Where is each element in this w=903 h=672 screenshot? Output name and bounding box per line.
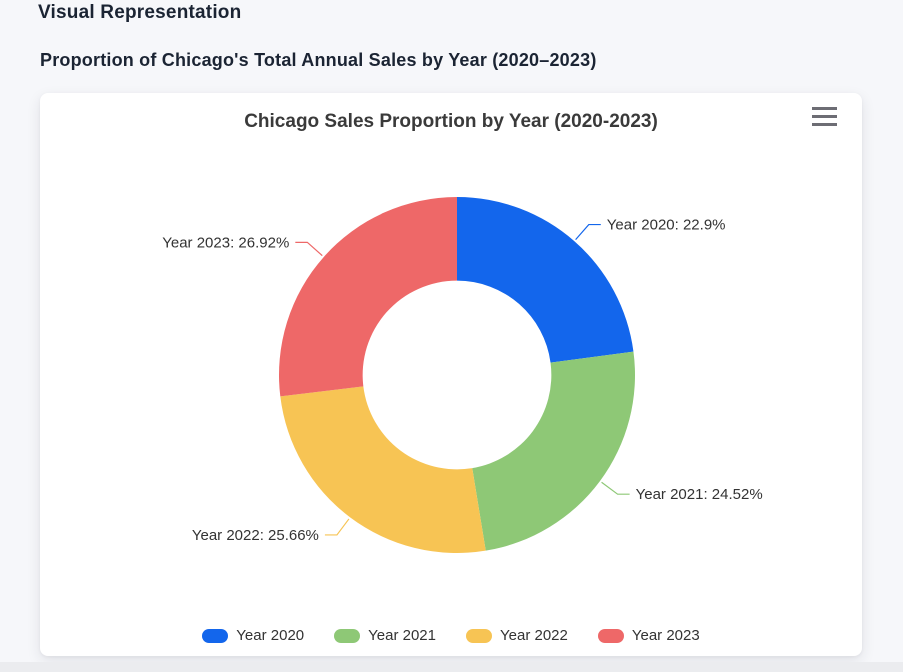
- label-connector: [575, 223, 601, 241]
- legend-label: Year 2021: [368, 627, 436, 644]
- legend-item-year-2020[interactable]: Year 2020: [202, 627, 304, 644]
- legend-label: Year 2023: [631, 627, 700, 644]
- label-connector: [295, 241, 323, 257]
- hamburger-menu-icon[interactable]: [810, 103, 840, 129]
- donut-chart: Year 2020: 22.9% Year 2021: 24.52% Year 20…: [162, 197, 763, 553]
- label-connector: [324, 518, 350, 536]
- hamburger-bar: [812, 114, 837, 118]
- legend-swatch: [597, 628, 624, 643]
- chart-card: Chicago Sales Proportion by Year (2020-2…: [40, 93, 862, 656]
- pie-slice-year-2020[interactable]: [457, 197, 634, 363]
- legend-item-year-2021[interactable]: Year 2021: [334, 627, 436, 644]
- legend-label: Year 2022: [500, 627, 568, 644]
- label-connector: [601, 481, 630, 495]
- slice-label: Year 2021: 24.52%: [636, 486, 763, 503]
- page-subheading: Proportion of Chicago's Total Annual Sal…: [40, 50, 597, 70]
- pie-slice-year-2021[interactable]: [472, 351, 635, 551]
- legend-swatch: [334, 628, 361, 643]
- slice-label: Year 2022: 25.66%: [192, 527, 319, 544]
- page-bottom-strip: [0, 662, 903, 672]
- chart-legend: Year 2020 Year 2021 Year 2022 Year 2023: [40, 627, 862, 644]
- legend-item-year-2023[interactable]: Year 2023: [597, 627, 700, 644]
- hamburger-bar: [812, 122, 837, 126]
- legend-item-year-2022[interactable]: Year 2022: [466, 627, 568, 644]
- page-heading: Visual Representation: [38, 2, 242, 23]
- pie-slice-year-2022[interactable]: [280, 386, 486, 553]
- chart-title: Chicago Sales Proportion by Year (2020-2…: [244, 111, 658, 132]
- legend-swatch: [466, 628, 492, 643]
- legend-swatch: [202, 628, 229, 643]
- slice-label: Year 2023: 26.92%: [162, 234, 289, 251]
- legend-label: Year 2020: [236, 627, 305, 644]
- pie-slice-year-2023[interactable]: [279, 197, 457, 397]
- slice-label: Year 2020: 22.9%: [607, 217, 726, 234]
- hamburger-bar: [812, 106, 837, 110]
